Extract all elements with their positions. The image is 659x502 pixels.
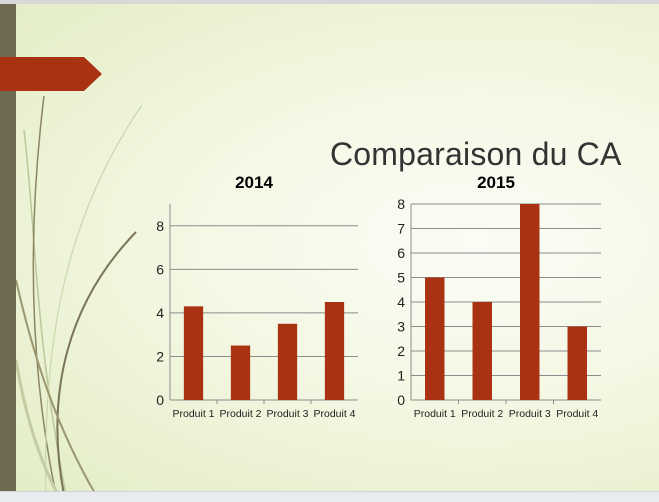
chart-title: 2014 [235,173,273,192]
y-tick-label: 8 [397,196,405,212]
x-category-label: Produit 1 [172,408,214,420]
y-tick-label: 6 [397,245,405,261]
y-tick-label: 0 [156,392,164,408]
x-category-label: Produit 3 [509,408,551,420]
bar-4 [567,326,587,400]
arrow-banner-icon [0,57,102,91]
y-tick-label: 2 [156,348,164,364]
x-category-label: Produit 1 [414,408,456,420]
x-category-label: Produit 4 [556,408,598,420]
window-top-border [0,0,659,4]
bar-2 [230,345,251,400]
slide-title: Comparaison du CA [330,136,622,172]
bar-1 [425,277,445,400]
bar-3 [520,204,540,400]
bar-2 [472,302,492,400]
left-accent-bar [0,4,16,492]
bar-3 [277,323,298,400]
y-tick-label: 1 [397,368,405,384]
y-tick-label: 0 [397,392,405,408]
y-tick-label: 2 [397,343,405,359]
y-tick-label: 6 [156,261,164,277]
y-tick-label: 8 [156,218,164,234]
x-category-label: Produit 3 [266,408,308,420]
y-tick-label: 4 [156,305,164,321]
window-bottom-border [0,491,659,502]
x-category-label: Produit 2 [461,408,503,420]
bar-1 [183,306,204,400]
x-category-label: Produit 4 [313,408,355,420]
bar-4 [324,302,345,400]
y-tick-label: 3 [397,319,405,335]
y-tick-label: 7 [397,221,405,237]
x-category-label: Produit 2 [219,408,261,420]
y-tick-label: 5 [397,270,405,286]
chart-title: 2015 [477,173,515,192]
y-tick-label: 4 [397,294,405,310]
